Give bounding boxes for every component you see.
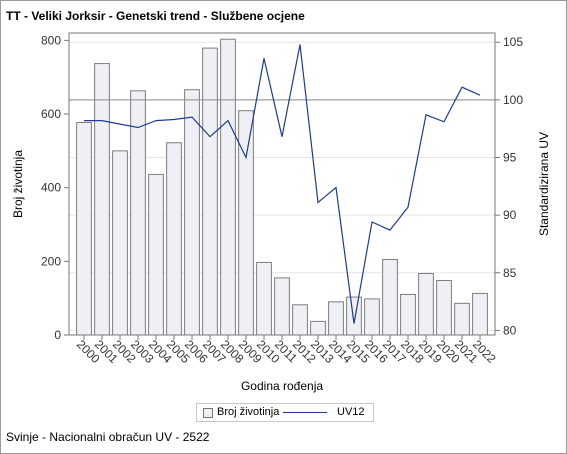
y2-tick-label: 105 [503, 35, 523, 49]
bar [454, 302, 470, 336]
legend-bar-label: Broj životinja [217, 406, 280, 418]
bar [166, 142, 182, 336]
uv12-line [84, 44, 481, 324]
y2-tick-label: 90 [503, 208, 517, 222]
y2-tick-label: 80 [503, 323, 517, 337]
legend-line-swatch [283, 412, 327, 413]
x-axis-label: Godina rođenja [241, 379, 323, 393]
y-tick-label: 600 [41, 107, 61, 121]
chart-title: TT - Veliki Jorksir - Genetski trend - S… [6, 9, 305, 23]
legend-bar-swatch [203, 408, 213, 418]
bar [238, 110, 254, 336]
bar [472, 292, 488, 336]
bar [292, 304, 308, 336]
bar [346, 296, 362, 336]
bar [112, 150, 128, 336]
bar [418, 272, 434, 336]
axes [64, 32, 500, 340]
y-tick-label: 0 [54, 328, 61, 342]
bar [220, 38, 236, 336]
bar [400, 293, 416, 336]
bar [256, 261, 272, 336]
line-series [84, 44, 481, 324]
y-tick-label: 800 [41, 33, 61, 47]
y2-tick-label: 100 [503, 93, 523, 107]
bar [310, 320, 326, 336]
bar [202, 47, 218, 336]
y-tick-label: 400 [41, 181, 61, 195]
y2-tick-label: 95 [503, 150, 517, 164]
bar [382, 259, 398, 336]
y-axis-label: Broj životinja [11, 150, 25, 218]
bar-series [76, 38, 488, 336]
y2-axis-label: Standardizirana UV [537, 132, 551, 236]
bar [436, 279, 452, 336]
y-tick-label: 200 [41, 254, 61, 268]
legend-line-label: UV12 [337, 406, 365, 418]
bar [76, 121, 92, 336]
bar [274, 277, 290, 336]
y2-tick-label: 85 [503, 266, 517, 280]
bar [148, 173, 164, 336]
bar [184, 89, 200, 336]
legend: Broj životinja UV12 [196, 403, 374, 422]
bar [94, 63, 110, 336]
bar [328, 301, 344, 336]
bar [364, 298, 380, 336]
footnote: Svinje - Nacionalni obračun UV - 2522 [6, 430, 210, 444]
